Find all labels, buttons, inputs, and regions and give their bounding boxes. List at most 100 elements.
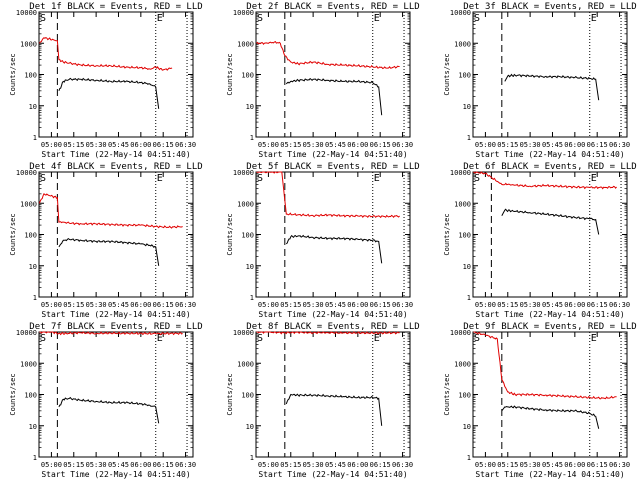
panel-det-8: Det 8f BLACK = Events, RED = LLD 1 10 100 10… (226, 322, 420, 479)
series-black-line (501, 405, 600, 429)
panel-det-4: Det 4f BLACK = Events, RED = LLD 1 10 100 10… (9, 162, 203, 319)
y-tick-label: 100 (24, 232, 37, 240)
y-tick-label: 1 (250, 134, 254, 142)
x-tick-label: 06:30 (609, 141, 630, 149)
x-tick-label: 06:30 (392, 141, 413, 149)
x-tick-label: 06:00 (347, 301, 368, 309)
series-black-line (285, 77, 383, 116)
x-tick-label: 05:30 (86, 461, 107, 469)
start-marker-label: S (474, 13, 480, 24)
x-tick-label: 05:45 (542, 141, 563, 149)
plot-frame (38, 171, 194, 298)
x-tick-label: 05:45 (325, 301, 346, 309)
x-axis-label: Start Time (22-May-14 04:51:40) (41, 150, 190, 159)
y-tick-label: 10000 (450, 9, 471, 17)
end-marker-label: E (157, 173, 163, 184)
x-axis-label: Start Time (22-May-14 04:51:40) (258, 470, 407, 479)
y-tick-label: 1000 (454, 360, 471, 368)
y-axis-label: Counts/sec (443, 213, 451, 255)
y-axis-label: Counts/sec (9, 373, 17, 415)
x-tick-label: 05:00 (475, 461, 496, 469)
y-tick-label: 10 (463, 423, 471, 431)
y-tick-label: 10 (246, 423, 254, 431)
plot-frame (38, 11, 194, 138)
x-tick-label: 05:15 (63, 461, 84, 469)
series-black-line (58, 77, 160, 109)
x-tick-label: 05:30 (303, 141, 324, 149)
x-tick-label: 06:15 (153, 141, 174, 149)
x-tick-label: 06:30 (175, 141, 196, 149)
x-tick-label: 05:15 (497, 301, 518, 309)
y-axis-label: Counts/sec (226, 53, 234, 95)
plot-frame (255, 171, 411, 298)
x-axis-label: Start Time (22-May-14 04:51:40) (41, 470, 190, 479)
y-tick-label: 10 (463, 263, 471, 271)
y-tick-label: 1 (250, 454, 254, 462)
y-tick-label: 1 (33, 134, 37, 142)
x-tick-label: 06:00 (564, 461, 585, 469)
end-marker-label: E (591, 13, 597, 24)
y-tick-label: 100 (458, 72, 471, 80)
y-tick-label: 100 (458, 232, 471, 240)
x-tick-label: 06:00 (130, 461, 151, 469)
x-tick-label: 05:15 (280, 301, 301, 309)
y-tick-label: 1 (467, 454, 471, 462)
series-red-line (39, 192, 183, 229)
x-axis-label: Start Time (22-May-14 04:51:40) (258, 310, 407, 319)
x-tick-label: 05:45 (542, 461, 563, 469)
x-tick-label: 06:30 (175, 461, 196, 469)
panel-det-5: Det 5f BLACK = Events, RED = LLD 1 10 100 10… (226, 162, 420, 319)
x-tick-label: 06:30 (609, 461, 630, 469)
y-tick-label: 10000 (233, 169, 254, 177)
x-tick-label: 06:00 (347, 141, 368, 149)
x-tick-label: 05:30 (86, 141, 107, 149)
panel-title: Det 5f BLACK = Events, RED = LLD (246, 162, 419, 172)
series-red-line (473, 331, 617, 400)
y-tick-label: 10 (29, 103, 37, 111)
x-tick-label: 05:00 (258, 461, 279, 469)
end-marker-label: E (374, 173, 380, 184)
y-tick-label: 10 (246, 103, 254, 111)
x-tick-label: 05:30 (303, 461, 324, 469)
x-tick-label: 05:15 (280, 461, 301, 469)
x-tick-label: 05:30 (520, 301, 541, 309)
x-tick-label: 05:15 (497, 461, 518, 469)
x-tick-label: 06:00 (564, 141, 585, 149)
x-tick-label: 05:45 (108, 141, 129, 149)
plot-frame (255, 11, 411, 138)
series-black-line (58, 237, 160, 266)
x-tick-label: 05:00 (258, 301, 279, 309)
x-tick-label: 05:15 (280, 141, 301, 149)
series-red-line (256, 171, 400, 219)
x-tick-label: 05:00 (41, 461, 62, 469)
y-tick-label: 10000 (233, 9, 254, 17)
x-tick-label: 06:15 (153, 301, 174, 309)
panel-title: Det 1f BLACK = Events, RED = LLD (29, 2, 202, 12)
series-red-line (256, 331, 400, 335)
series-red-line (256, 40, 400, 70)
x-axis-label: Start Time (22-May-14 04:51:40) (41, 310, 190, 319)
y-tick-label: 10000 (450, 329, 471, 337)
y-tick-label: 10 (463, 103, 471, 111)
panel-title: Det 2f BLACK = Events, RED = LLD (246, 2, 419, 12)
y-axis-label: Counts/sec (226, 213, 234, 255)
x-tick-label: 06:15 (153, 461, 174, 469)
x-tick-label: 05:45 (325, 141, 346, 149)
panel-title: Det 3f BLACK = Events, RED = LLD (463, 2, 636, 12)
x-axis-label: Start Time (22-May-14 04:51:40) (475, 310, 624, 319)
x-tick-label: 05:15 (63, 141, 84, 149)
panel-title: Det 8f BLACK = Events, RED = LLD (246, 322, 419, 332)
y-tick-label: 100 (24, 392, 37, 400)
x-tick-label: 06:30 (392, 301, 413, 309)
x-tick-label: 05:00 (41, 301, 62, 309)
y-tick-label: 100 (24, 72, 37, 80)
y-tick-label: 10000 (16, 329, 37, 337)
panel-det-1: Det 1f BLACK = Events, RED = LLD 1 10 100 10… (9, 2, 203, 159)
y-tick-label: 1000 (20, 200, 37, 208)
x-tick-label: 06:30 (175, 301, 196, 309)
x-axis-label: Start Time (22-May-14 04:51:40) (475, 470, 624, 479)
x-tick-label: 05:30 (86, 301, 107, 309)
x-tick-label: 06:00 (130, 141, 151, 149)
x-tick-label: 06:30 (392, 461, 413, 469)
